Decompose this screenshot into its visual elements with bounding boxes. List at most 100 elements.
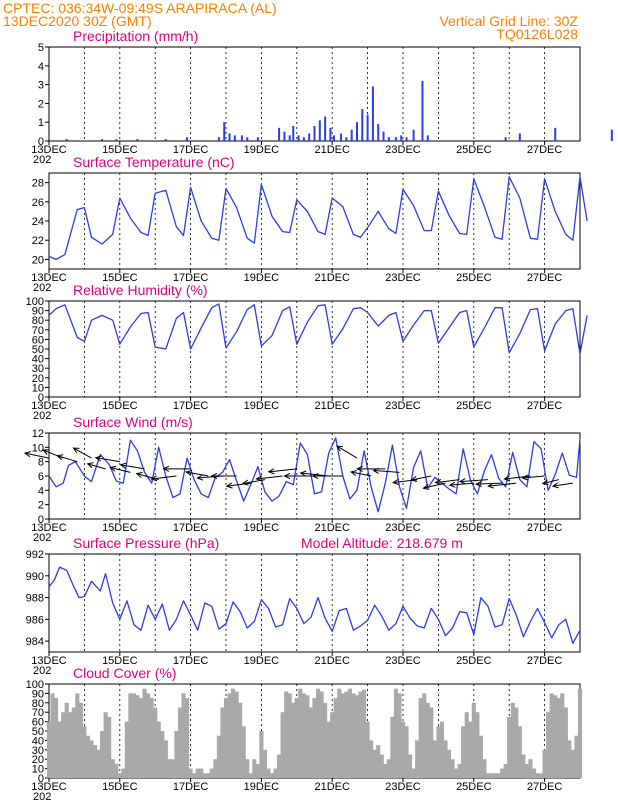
cloud-bar xyxy=(379,754,384,778)
x-cutoff-label: 202 xyxy=(33,410,51,422)
precip-bar xyxy=(387,137,390,141)
cloud-bar xyxy=(570,749,575,778)
x-tick-label: 15DEC xyxy=(102,400,138,412)
wind-arrow-head xyxy=(299,470,307,477)
x-tick-label: 21DEC xyxy=(314,144,350,156)
cloud-bar xyxy=(294,698,299,778)
cloud-bar xyxy=(376,745,381,778)
x-tick-label: 23DEC xyxy=(385,781,421,793)
wind-arrow xyxy=(56,454,78,463)
cloud-bar xyxy=(156,721,161,778)
x-tick-label: 17DEC xyxy=(173,144,209,156)
cloud-bar xyxy=(177,707,183,778)
y-tick-label: 8 xyxy=(38,457,44,469)
cloud-bar xyxy=(223,698,229,778)
cloud-bar xyxy=(369,740,374,778)
y-tick-label: 50 xyxy=(32,344,44,356)
cloud-bar xyxy=(301,693,306,778)
y-tick-label: 30 xyxy=(32,745,44,757)
wind-arrow xyxy=(23,451,50,459)
precip-bar xyxy=(292,125,295,141)
x-tick-label: 21DEC xyxy=(314,272,350,284)
cloud-bar xyxy=(92,745,98,778)
precip-bar xyxy=(610,129,613,141)
precip-bar xyxy=(412,129,415,141)
wind-arrow-head xyxy=(448,481,456,488)
precip-bar xyxy=(288,135,291,141)
y-tick-label: 28 xyxy=(32,178,44,190)
x-tick-label: 21DEC xyxy=(314,655,350,667)
y-tick-label: 60 xyxy=(32,717,44,729)
cloud-bar xyxy=(241,726,246,778)
wind-arrow xyxy=(267,468,297,475)
cloud-bar xyxy=(170,759,175,778)
cloud-bar xyxy=(153,707,158,778)
wind-arrow-shaft xyxy=(476,482,503,485)
cloud-bar xyxy=(142,688,147,778)
cloud-bar xyxy=(57,721,62,778)
cloud-bar xyxy=(556,698,561,778)
cloud-bar xyxy=(514,707,519,778)
precip-bar xyxy=(223,122,226,141)
cloud-bar xyxy=(567,740,572,778)
y-tick-label: 40 xyxy=(32,354,44,366)
cloud-bar xyxy=(386,759,391,778)
y-tick-label: 10 xyxy=(32,442,44,454)
cloud-bar xyxy=(354,695,360,778)
cloud-bar xyxy=(298,688,303,778)
wind-arrow-head xyxy=(56,454,64,461)
wind-arrow-shaft xyxy=(542,479,559,485)
cloud-bar xyxy=(524,763,529,778)
wind-arrow-head xyxy=(283,472,291,480)
cloud-bar xyxy=(482,759,487,778)
x-tick-label: 23DEC xyxy=(385,144,421,156)
wind-arrow-shaft xyxy=(110,466,131,473)
cloud-bar xyxy=(174,731,179,778)
x-tick-label: 21DEC xyxy=(314,781,350,793)
cloud-bar xyxy=(461,726,466,778)
cloud-bar xyxy=(400,721,406,778)
cloud-bar xyxy=(485,773,491,778)
x-tick-label: 19DEC xyxy=(244,655,280,667)
cloud-bar xyxy=(337,688,342,778)
precip-bar xyxy=(366,114,369,141)
wind-arrow-head xyxy=(42,449,50,455)
wind-arrow xyxy=(541,479,559,486)
wind-arrow-head xyxy=(23,451,31,458)
wind-arrow-head xyxy=(422,484,430,490)
cloud-bar xyxy=(446,749,452,778)
cloud-bar xyxy=(496,773,501,778)
cloud-bar xyxy=(577,688,583,778)
cloud-bar xyxy=(330,712,335,778)
wind-arrow xyxy=(356,465,386,472)
cloud-bar xyxy=(404,726,409,778)
precip-bar xyxy=(400,135,403,141)
wind-arrow-head xyxy=(135,472,143,478)
precip-bar xyxy=(256,137,259,141)
wind-arrow-shaft xyxy=(73,447,92,459)
panel-note: Model Altitude: 218.679 m xyxy=(301,535,463,551)
precip-bar xyxy=(554,127,557,141)
panel-2: Surface Temperature (nC) 20 22 24 26 28 13DEC 1… xyxy=(31,154,588,294)
wind-arrow-shaft xyxy=(449,482,474,486)
cloud-bar xyxy=(507,716,512,778)
cloud-bar xyxy=(163,740,168,778)
cloud-bar xyxy=(252,759,257,778)
cloud-bar xyxy=(68,712,73,778)
wind-arrow-head xyxy=(311,472,319,480)
cloud-bar xyxy=(528,759,533,778)
panel-title: Precipitation (mm/h) xyxy=(73,28,198,44)
cloud-bar xyxy=(50,693,55,778)
cloud-bar xyxy=(138,698,144,778)
x-tick-label: 19DEC xyxy=(244,522,280,534)
cloud-bar xyxy=(574,735,579,778)
x-tick-label: 19DEC xyxy=(244,144,280,156)
precip-bar xyxy=(115,139,118,141)
wind-arrow-head xyxy=(474,480,482,488)
cloud-bar xyxy=(415,740,420,778)
precip-bar xyxy=(329,127,332,141)
y-tick-label: 80 xyxy=(32,698,44,710)
x-cutoff-label: 202 xyxy=(33,154,51,166)
cloud-bar xyxy=(146,693,151,778)
cloud-bar xyxy=(326,721,331,778)
